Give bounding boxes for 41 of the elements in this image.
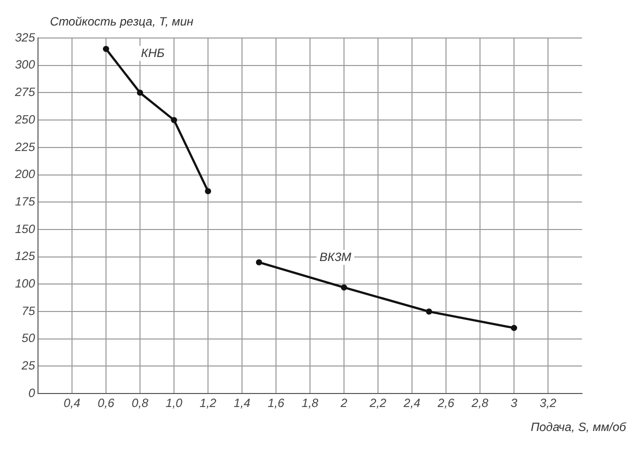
y-tick-label: 175 (14, 194, 36, 208)
x-tick-label: 2,2 (368, 396, 387, 410)
y-axis-title: Стойкость резца, T, мин (50, 14, 194, 28)
x-tick-label: 0,4 (64, 396, 81, 410)
y-tick-label: 150 (14, 222, 36, 236)
point (170, 116, 178, 124)
x-tick-label: 0,6 (98, 396, 115, 410)
series-label: КНБ (141, 46, 165, 60)
x-tick-label: 3,2 (540, 396, 557, 410)
point (136, 90, 144, 96)
y-tick-label: 0 (28, 386, 36, 400)
x-tick-label: 1,6 (268, 396, 285, 410)
point (256, 259, 262, 266)
y-tick-label: 50 (22, 331, 36, 346)
x-tick-label: 1,4 (234, 396, 251, 410)
y-tick-label: 200 (14, 167, 36, 182)
x-tick-label: 2,6 (436, 396, 455, 410)
x-tick-label: 1,2 (200, 396, 217, 410)
point (510, 324, 518, 332)
series-label: ВК3М (320, 250, 352, 264)
x-tick-label: 2,8 (470, 396, 489, 410)
point (204, 188, 212, 194)
point (102, 46, 110, 52)
x-axis-title: Подача, S, мм/об (530, 420, 628, 434)
x-tick-label: 1,8 (302, 396, 319, 410)
x-tick-label: 2,4 (402, 396, 421, 410)
y-tick-label: 250 (14, 112, 36, 126)
y-tick-label: 25 (20, 358, 36, 373)
y-tick-label: 125 (14, 249, 36, 264)
y-tick-label: 325 (14, 30, 36, 44)
point (340, 284, 348, 291)
x-tick-label: 3 (510, 396, 518, 410)
y-tick-label: 75 (22, 304, 36, 318)
x-tick-label: 1,0 (166, 396, 183, 410)
x-tick-label: 0,8 (132, 396, 149, 410)
y-tick-label: 100 (14, 276, 36, 291)
y-tick-label: 225 (14, 140, 36, 154)
point (426, 308, 432, 315)
x-tick-label: 2 (340, 396, 348, 410)
y-tick-label: 275 (14, 85, 36, 100)
y-tick-label: 300 (14, 58, 36, 72)
